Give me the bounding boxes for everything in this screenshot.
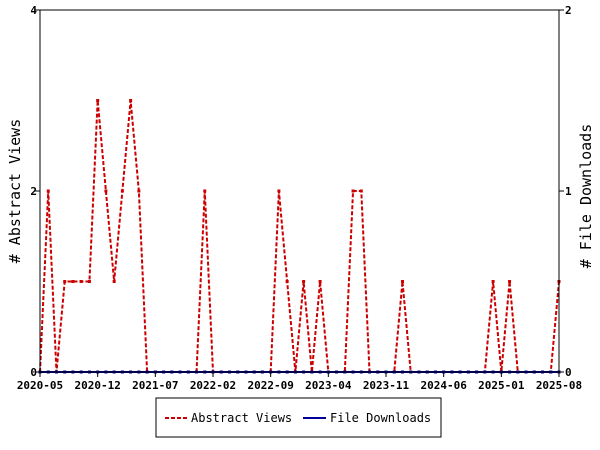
data-point-abstract-views — [203, 189, 207, 193]
data-point-abstract-views — [79, 280, 83, 283]
data-point-abstract-views — [351, 189, 355, 193]
legend-label-file-downloads: File Downloads — [330, 411, 431, 425]
data-point-abstract-views — [137, 189, 141, 193]
data-point-abstract-views — [318, 280, 322, 283]
data-point-abstract-views — [63, 280, 67, 283]
data-point-abstract-views — [508, 280, 512, 283]
x-tick-label: 2025-01 — [478, 379, 525, 392]
y-right-tick-label: 1 — [565, 185, 572, 198]
legend-label-abstract-views: Abstract Views — [191, 411, 292, 425]
plot-layer — [38, 99, 561, 374]
x-tick-label: 2023-04 — [305, 379, 352, 392]
x-tick-label: 2024-06 — [420, 379, 467, 392]
data-point-abstract-views — [400, 280, 404, 283]
y-left-tick-label: 2 — [30, 185, 37, 198]
data-point-abstract-views — [285, 280, 289, 283]
y-right-tick-label: 0 — [565, 366, 572, 379]
legend-box — [155, 397, 442, 438]
y-left-tick-label: 4 — [30, 4, 37, 17]
data-point-abstract-views — [46, 189, 50, 193]
data-point-abstract-views — [302, 280, 306, 283]
data-point-abstract-views — [129, 99, 133, 102]
x-tick-label: 2022-09 — [247, 379, 293, 392]
data-point-abstract-views — [96, 99, 100, 102]
y-left-tick-label: 0 — [30, 366, 37, 379]
x-tick-label: 2021-07 — [132, 379, 178, 392]
axes-layer: 0 2 4 0 1 2 2020-05 2020-12 2021-07 2022-02 2022-0… — [17, 4, 582, 392]
legend: Abstract Views File Downloads — [155, 397, 442, 438]
data-point-abstract-views — [120, 189, 124, 193]
y-right-tick-label: 2 — [565, 4, 572, 17]
data-point-abstract-views — [359, 189, 363, 193]
data-point-abstract-views — [491, 280, 495, 283]
data-point-abstract-views — [71, 280, 75, 283]
x-tick-label: 2022-02 — [190, 379, 236, 392]
x-tick-label: 2020-05 — [17, 379, 63, 392]
data-point-abstract-views — [87, 280, 91, 283]
x-tick-label: 2023-11 — [363, 379, 410, 392]
data-point-abstract-views — [104, 189, 108, 193]
series-line-abstract-views — [39, 100, 560, 373]
y-axis-right-title: # File Downloads — [577, 124, 595, 269]
x-tick-label: 2020-12 — [74, 379, 120, 392]
y-axis-left-title: # Abstract Views — [6, 119, 24, 264]
data-point-abstract-views — [112, 280, 116, 283]
x-tick-label: 2025-08 — [536, 379, 582, 392]
data-point-abstract-views — [277, 189, 281, 193]
